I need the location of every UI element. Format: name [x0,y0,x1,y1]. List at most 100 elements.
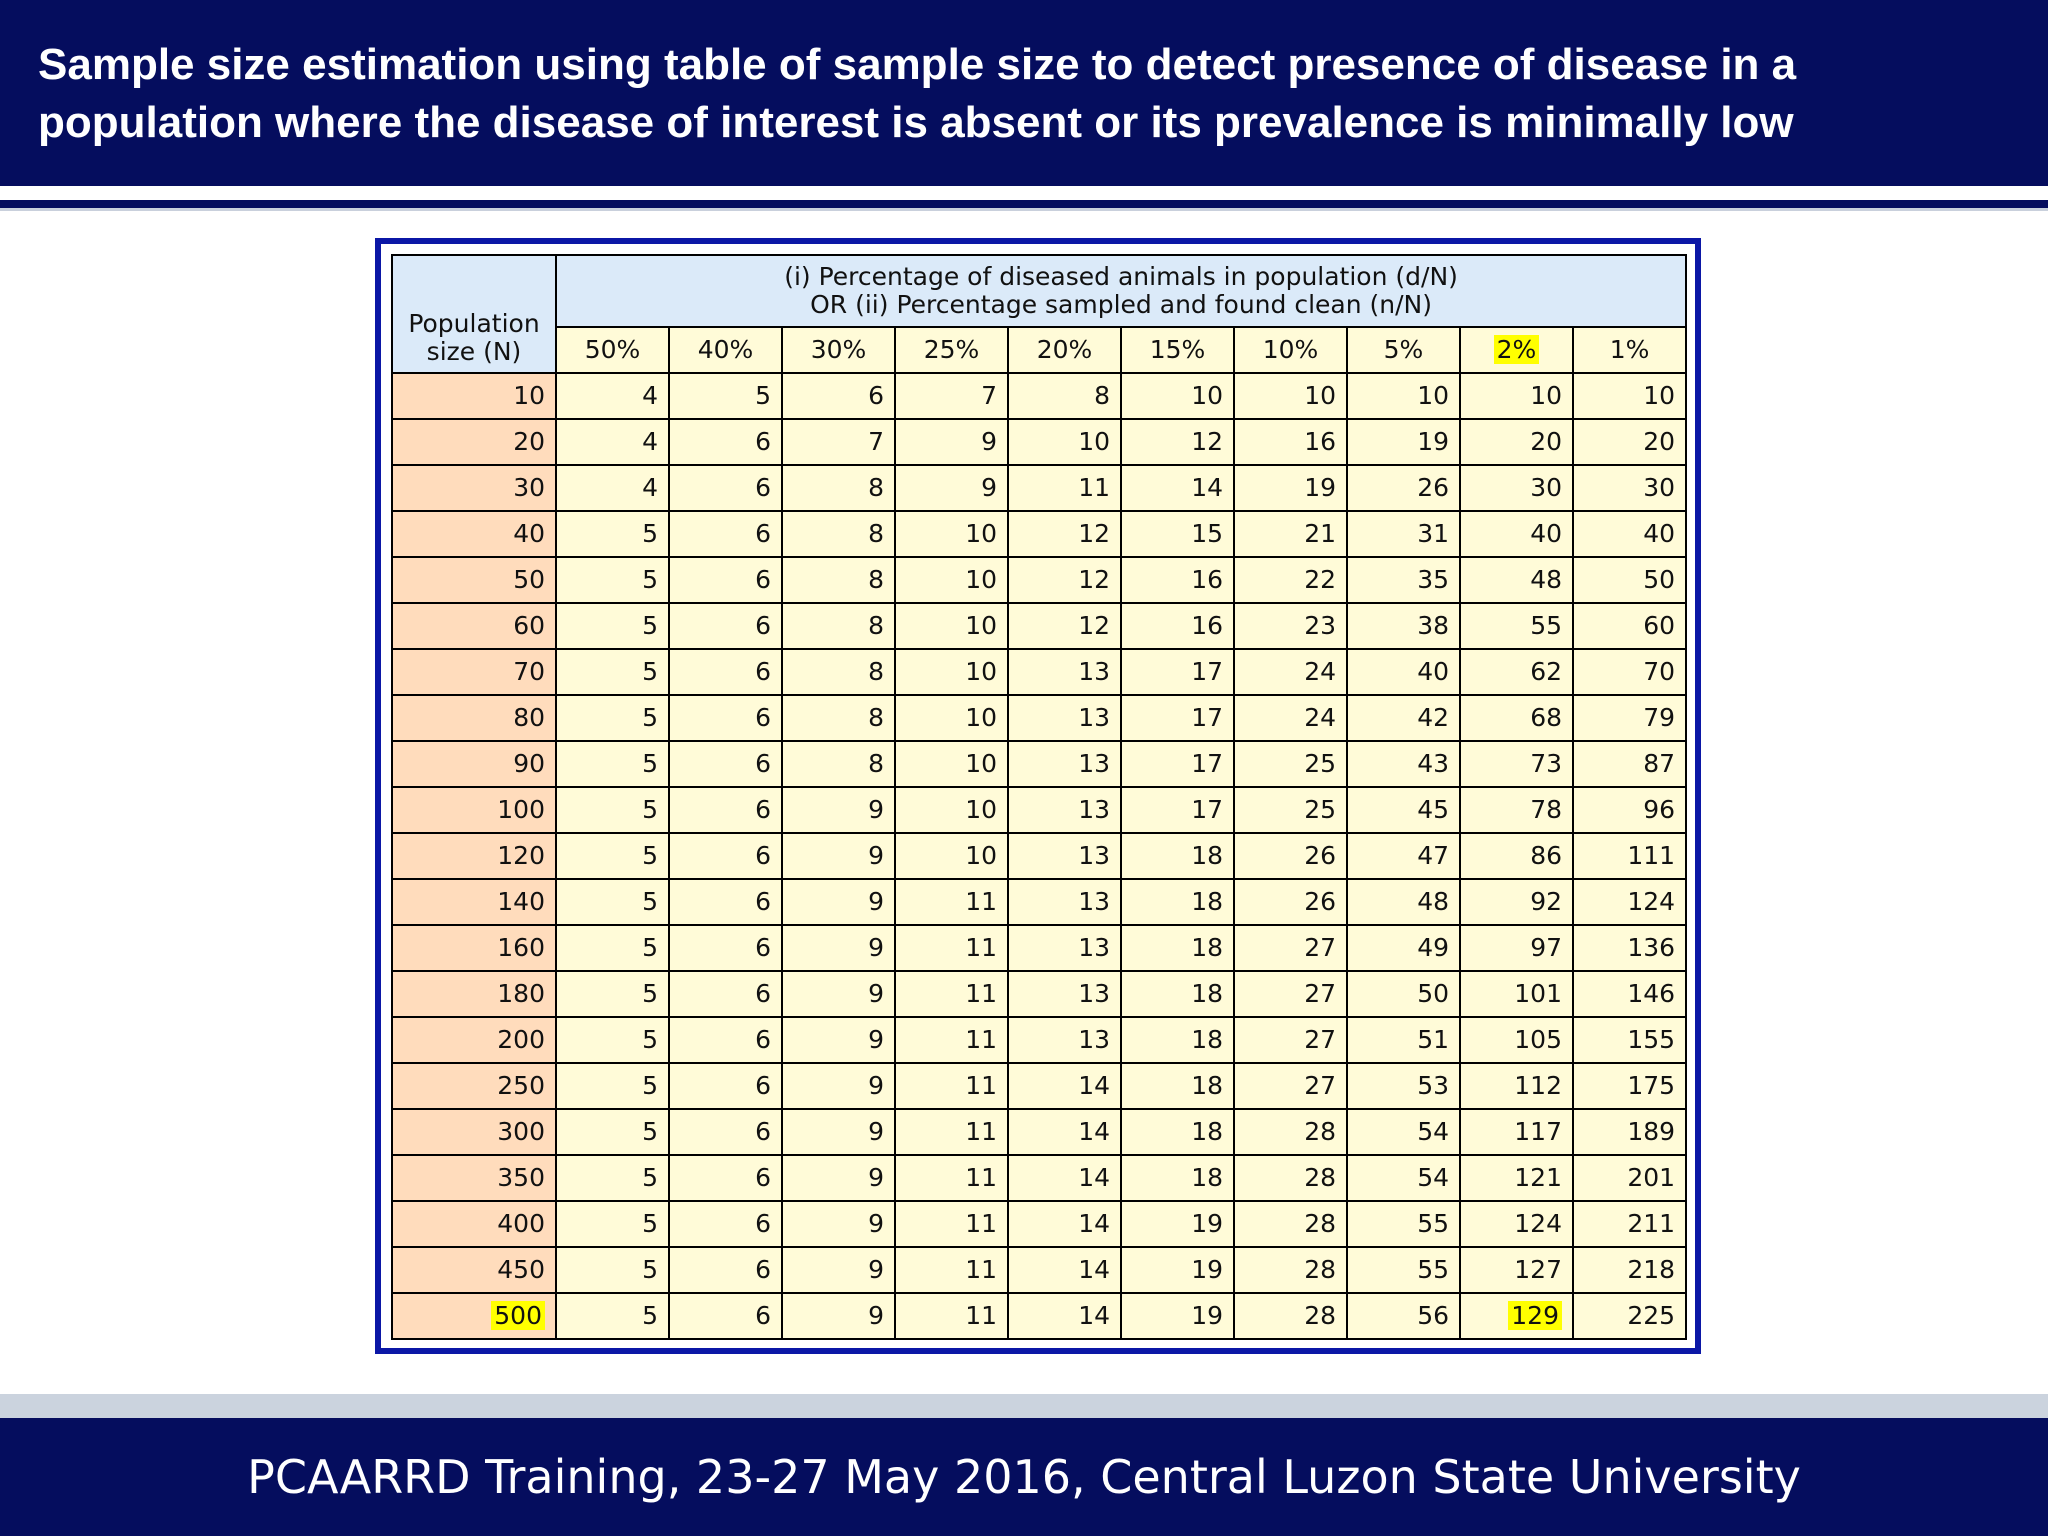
sample-size-cell: 11 [894,878,1009,926]
population-size-cell: 40 [391,510,557,558]
population-size-cell: 30 [391,464,557,512]
sample-size-cell: 10 [1459,372,1574,420]
sample-size-value: 17 [1191,657,1223,686]
sample-size-cell: 24 [1233,694,1348,742]
sample-size-cell: 6 [668,1154,783,1202]
sample-size-cell: 9 [781,786,896,834]
sample-size-value: 23 [1304,611,1336,640]
sample-size-value: 101 [1514,979,1562,1008]
sample-size-value: 11 [965,1163,997,1192]
sample-size-value: 19 [1191,1209,1223,1238]
sample-size-cell: 55 [1346,1246,1461,1294]
sample-size-cell: 10 [1233,372,1348,420]
sample-size-value: 6 [755,887,771,916]
sample-size-cell: 146 [1571,970,1688,1018]
sample-size-cell: 51 [1346,1016,1461,1064]
sample-size-cell: 25 [1233,740,1348,788]
sample-size-value: 13 [1078,1025,1110,1054]
sample-size-cell: 6 [668,464,783,512]
sample-size-value: 6 [755,1255,771,1284]
sample-size-table-wrap: Population size (N) (i) Percentage of di… [391,254,1688,1340]
sample-size-value: 18 [1191,979,1223,1008]
sample-size-value: 8 [868,473,884,502]
sample-size-value: 6 [755,933,771,962]
sample-size-value: 6 [755,1117,771,1146]
sample-size-cell: 20 [1571,418,1688,466]
sample-size-value: 10 [1417,381,1449,410]
column-header-label: 2% [1493,335,1540,364]
sample-size-cell: 40 [1459,510,1574,558]
sample-size-cell: 211 [1571,1200,1688,1248]
population-size-cell: 60 [391,602,557,650]
column-header-30pct: 30% [781,326,896,374]
sample-size-cell: 20 [1459,418,1574,466]
column-header-50pct: 50% [555,326,670,374]
sample-size-value: 14 [1078,1163,1110,1192]
sample-size-value: 18 [1191,933,1223,962]
sample-size-value: 53 [1417,1071,1449,1100]
sample-size-value: 86 [1530,841,1562,870]
sample-size-value: 8 [868,519,884,548]
sample-size-cell: 10 [1346,372,1461,420]
sample-size-value: 8 [868,749,884,778]
sample-size-cell: 18 [1120,878,1235,926]
sample-size-value: 6 [755,565,771,594]
sample-size-value: 48 [1530,565,1562,594]
sample-size-value: 55 [1417,1209,1449,1238]
population-size-cell: 90 [391,740,557,788]
sample-size-cell: 105 [1459,1016,1574,1064]
sample-size-cell: 10 [894,556,1009,604]
sample-size-value: 11 [965,1209,997,1238]
sample-size-cell: 5 [555,1200,670,1248]
population-size-header-line1: Population [408,309,540,338]
sample-size-value: 92 [1530,887,1562,916]
sample-size-value: 124 [1627,887,1676,916]
sample-size-value: 4 [642,427,658,456]
sample-size-cell: 5 [555,602,670,650]
percentage-group-header-line1: (i) Percentage of diseased animals in po… [784,262,1458,291]
sample-size-value: 17 [1191,703,1223,732]
table-row: 140 5 6 9 11 13 18 26 48 92 124 [391,878,1688,926]
population-size-value: 350 [497,1163,545,1192]
table-row: 80 5 6 8 10 13 17 24 42 68 79 [391,694,1688,742]
sample-size-value: 55 [1530,611,1562,640]
sample-size-cell: 47 [1346,832,1461,880]
sample-size-cell: 6 [668,1062,783,1110]
sample-size-cell: 9 [781,1062,896,1110]
sample-size-cell: 17 [1120,694,1235,742]
population-size-cell: 70 [391,648,557,696]
sample-size-value: 19 [1304,473,1336,502]
sample-size-value: 42 [1417,703,1449,732]
sample-size-value: 15 [1191,519,1223,548]
population-size-value: 300 [497,1117,545,1146]
sample-size-cell: 54 [1346,1108,1461,1156]
sample-size-value: 25 [1304,795,1336,824]
sample-size-cell: 11 [894,1108,1009,1156]
population-size-cell: 180 [391,970,557,1018]
sample-size-cell: 6 [668,786,783,834]
sample-size-value: 5 [642,1025,658,1054]
sample-size-cell: 127 [1459,1246,1574,1294]
population-size-value: 50 [513,565,545,594]
sample-size-cell: 5 [668,372,783,420]
sample-size-value: 48 [1417,887,1449,916]
sample-size-cell: 10 [1571,372,1688,420]
sample-size-value: 78 [1530,795,1562,824]
sample-size-cell: 21 [1233,510,1348,558]
sample-size-value: 13 [1078,979,1110,1008]
sample-size-table-frame: Population size (N) (i) Percentage of di… [375,238,1701,1354]
sample-size-value: 62 [1530,657,1562,686]
sample-size-cell: 5 [555,970,670,1018]
percentage-group-header-line2: OR (ii) Percentage sampled and found cle… [810,290,1432,319]
column-header-label: 30% [810,335,867,364]
sample-size-cell: 18 [1120,1016,1235,1064]
column-header-label: 50% [584,335,641,364]
sample-size-value: 9 [868,1071,884,1100]
sample-size-value: 136 [1627,933,1676,962]
sample-size-cell: 8 [781,510,896,558]
column-header-label: 25% [923,335,980,364]
sample-size-cell: 17 [1120,648,1235,696]
table-row: 30 4 6 8 9 11 14 19 26 30 30 [391,464,1688,512]
sample-size-cell: 30 [1571,464,1688,512]
sample-size-cell: 6 [668,832,783,880]
